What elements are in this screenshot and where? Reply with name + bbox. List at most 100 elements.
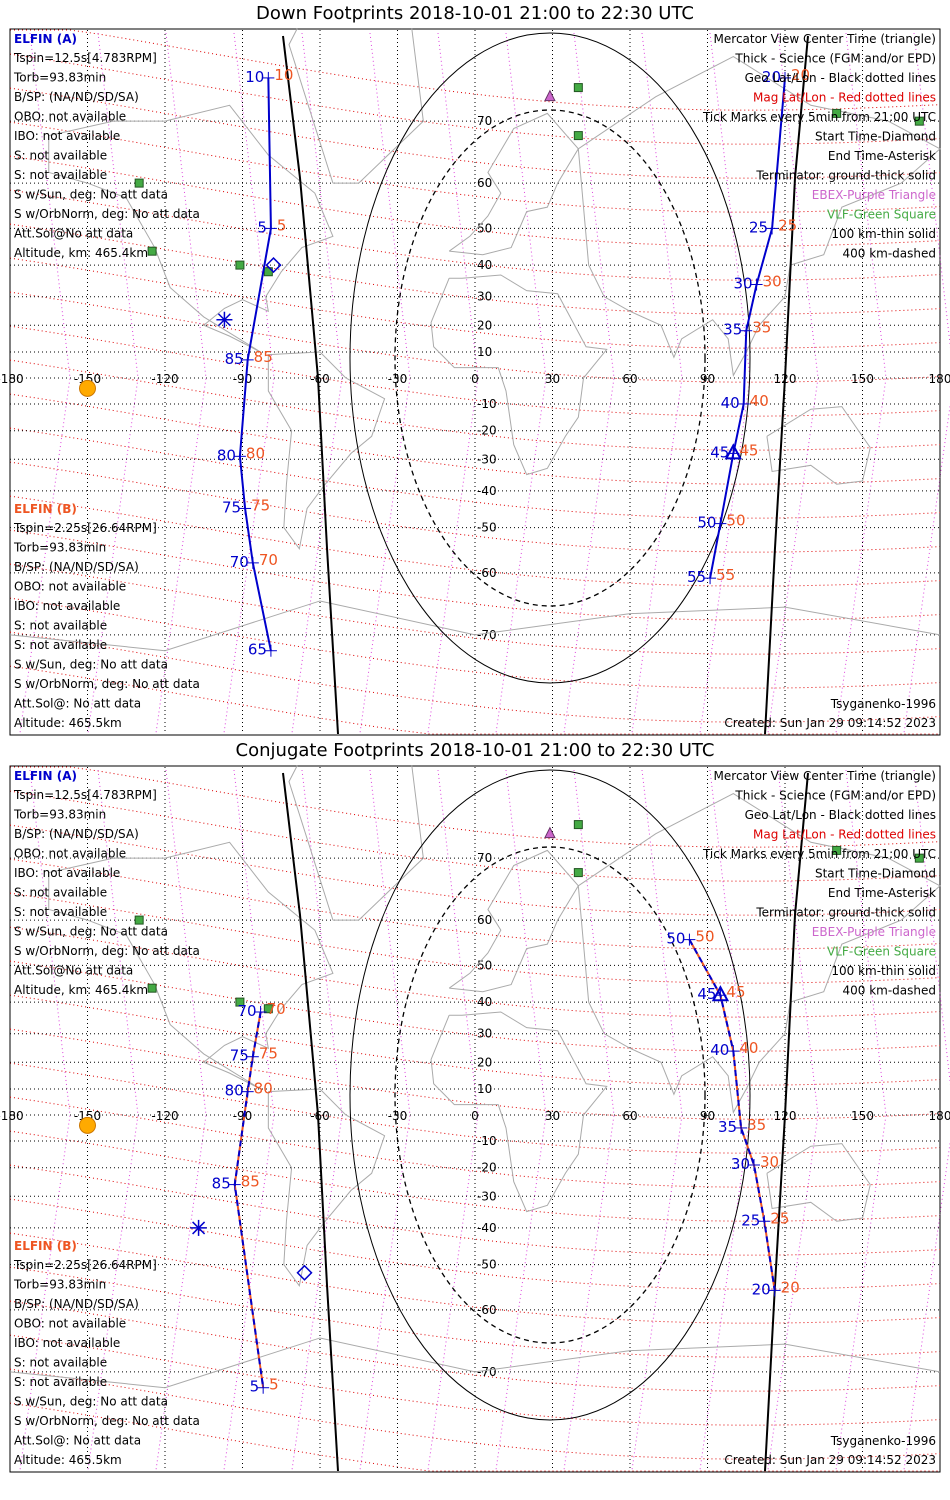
lat-label: 10 bbox=[477, 1082, 492, 1096]
center-time-triangle bbox=[711, 985, 730, 1002]
tick-label-b: 20 bbox=[781, 1278, 800, 1296]
end-asterisk bbox=[217, 313, 231, 327]
legend-entry: Thick - Science (FGM and/or EPD) bbox=[734, 789, 936, 803]
lat-label: -10 bbox=[477, 397, 497, 411]
legend-entry: 400 km-dashed bbox=[842, 247, 936, 261]
created-timestamp: Created: Sun Jan 29 09:14:52 2023 bbox=[724, 1453, 936, 1467]
legend-entry: VLF-Green Square bbox=[827, 945, 936, 959]
tick-label-b: 55 bbox=[716, 566, 735, 584]
elfin-b-info: OBO: not available bbox=[14, 580, 126, 594]
legend-entry: Tick Marks every 5min from 21:00 UTC bbox=[702, 847, 936, 861]
legend-entry: End Time-Asterisk bbox=[828, 886, 936, 900]
vlf-station-square bbox=[134, 915, 144, 925]
tick-label-b: 35 bbox=[747, 1116, 766, 1134]
tick-label-b: 40 bbox=[739, 1039, 758, 1057]
legend-entry: Terminator: ground-thick solid bbox=[755, 169, 936, 183]
coastline bbox=[288, 28, 424, 184]
elfin-b-title: ELFIN (B) bbox=[14, 1239, 77, 1253]
vlf-station-square bbox=[235, 260, 245, 270]
center-time-triangle bbox=[724, 443, 743, 460]
lon-label: -180 bbox=[0, 372, 24, 386]
elfin-a-info: S w/Sun, deg: No att data bbox=[14, 188, 168, 202]
tick-label-b: 80 bbox=[254, 1080, 273, 1098]
elfin-b-info: Tspin=2.25s[26.64RPM] bbox=[13, 521, 157, 535]
tick-label-a: 25 bbox=[741, 1211, 760, 1229]
vlf-station-square bbox=[573, 820, 583, 830]
shell-100km bbox=[349, 32, 751, 684]
legend-entry: Geo Lat/Lon - Black dotted lines bbox=[745, 808, 936, 822]
lon-label: 90 bbox=[700, 1109, 715, 1123]
vlf-station-square bbox=[573, 131, 583, 141]
tick-label-b: 70 bbox=[259, 551, 278, 569]
lon-label: -60 bbox=[310, 1109, 330, 1123]
lat-label: 50 bbox=[477, 958, 492, 972]
tick-label-b: 85 bbox=[241, 1173, 260, 1191]
lat-label: 40 bbox=[477, 995, 492, 1009]
lat-label: -50 bbox=[477, 521, 497, 535]
coastline bbox=[430, 1011, 608, 1213]
elfin-a-info: Tspin=12.5s[4.783RPM] bbox=[13, 788, 157, 802]
elfin-a-info: Altitude, km: 465.4km bbox=[14, 246, 148, 260]
elfin-b-info: S w/Sun, deg: No att data bbox=[14, 658, 168, 672]
mag-latlon-grid bbox=[9, 766, 950, 1472]
mag-lat-line bbox=[9, 665, 940, 735]
tick-label-a: 75 bbox=[230, 1047, 249, 1065]
lon-label: -60 bbox=[310, 372, 330, 386]
lon-label: -30 bbox=[388, 1109, 408, 1123]
coastline bbox=[577, 792, 941, 1114]
tick-label-a: 85 bbox=[212, 1175, 231, 1193]
elfin-a-info: S w/Sun, deg: No att data bbox=[14, 925, 168, 939]
elfin-a-info: S w/OrbNorm, deg: No att data bbox=[14, 207, 200, 221]
mag-lat-line bbox=[10, 766, 941, 848]
tick-label-a: 5 bbox=[250, 1378, 260, 1396]
elfin-a-info: S: not available bbox=[14, 905, 107, 919]
elfin-b-info: IBO: not available bbox=[14, 599, 120, 613]
tick-label-a: 10 bbox=[245, 68, 264, 86]
lat-label: -70 bbox=[477, 1365, 497, 1379]
tick-label-a: 45 bbox=[710, 443, 729, 461]
elfin-b-info: S: not available bbox=[14, 1375, 107, 1389]
tick-label-a: 25 bbox=[749, 218, 768, 236]
coastline bbox=[577, 55, 941, 377]
down-footprints-map: -180-150-120-90-60-300306090120150180706… bbox=[0, 28, 950, 736]
lon-label: 30 bbox=[545, 1109, 560, 1123]
legend-entry: VLF-Green Square bbox=[827, 208, 936, 222]
elfin-a-info: IBO: not available bbox=[14, 129, 120, 143]
lat-label: 20 bbox=[477, 1055, 492, 1069]
lat-label: -60 bbox=[477, 1303, 497, 1317]
tick-label-b: 40 bbox=[750, 392, 769, 410]
tick-label-b: 5 bbox=[277, 216, 287, 234]
legend-entry: Mag Lat/Lon - Red dotted lines bbox=[753, 91, 936, 105]
lat-label: -30 bbox=[477, 452, 497, 466]
lon-label: 150 bbox=[851, 372, 874, 386]
lat-label: -60 bbox=[477, 566, 497, 580]
tick-label-b: 50 bbox=[695, 928, 714, 946]
coastline bbox=[766, 1143, 871, 1222]
vlf-station-square bbox=[134, 178, 144, 188]
elfin-a-info: Altitude, km: 465.4km bbox=[14, 983, 148, 997]
elfin-b-info: Tspin=2.25s[26.64RPM] bbox=[13, 1258, 157, 1272]
legend-entry: Terminator: ground-thick solid bbox=[755, 906, 936, 920]
coastline bbox=[48, 841, 334, 1090]
elfin-b-info: S: not available bbox=[14, 638, 107, 652]
elfin-b-info: S: not available bbox=[14, 1356, 107, 1370]
coastline bbox=[448, 112, 579, 256]
tick-label-b: 75 bbox=[259, 1045, 278, 1063]
legend-entry: End Time-Asterisk bbox=[828, 149, 936, 163]
tick-label-b: 85 bbox=[254, 348, 273, 366]
field-model: Tsyganenko-1996 bbox=[830, 1434, 936, 1448]
lon-label: 30 bbox=[545, 372, 560, 386]
tick-label-b: 5 bbox=[269, 1376, 279, 1394]
elfin-a-info: IBO: not available bbox=[14, 866, 120, 880]
shell-100km bbox=[349, 769, 751, 1421]
coastline bbox=[267, 351, 386, 551]
legend-entry: Thick - Science (FGM and/or EPD) bbox=[734, 52, 936, 66]
legend-entry: 400 km-dashed bbox=[842, 984, 936, 998]
tick-label-b: 75 bbox=[251, 496, 270, 514]
legend-entry: 100 km-thin solid bbox=[831, 964, 936, 978]
lat-label: -10 bbox=[477, 1134, 497, 1148]
lon-label: -120 bbox=[151, 372, 178, 386]
elfin-a-info: Torb=93.83min bbox=[13, 808, 106, 822]
elfin-a-title: ELFIN (A) bbox=[14, 32, 77, 46]
elfin-b-info: S w/OrbNorm, deg: No att data bbox=[14, 677, 200, 691]
